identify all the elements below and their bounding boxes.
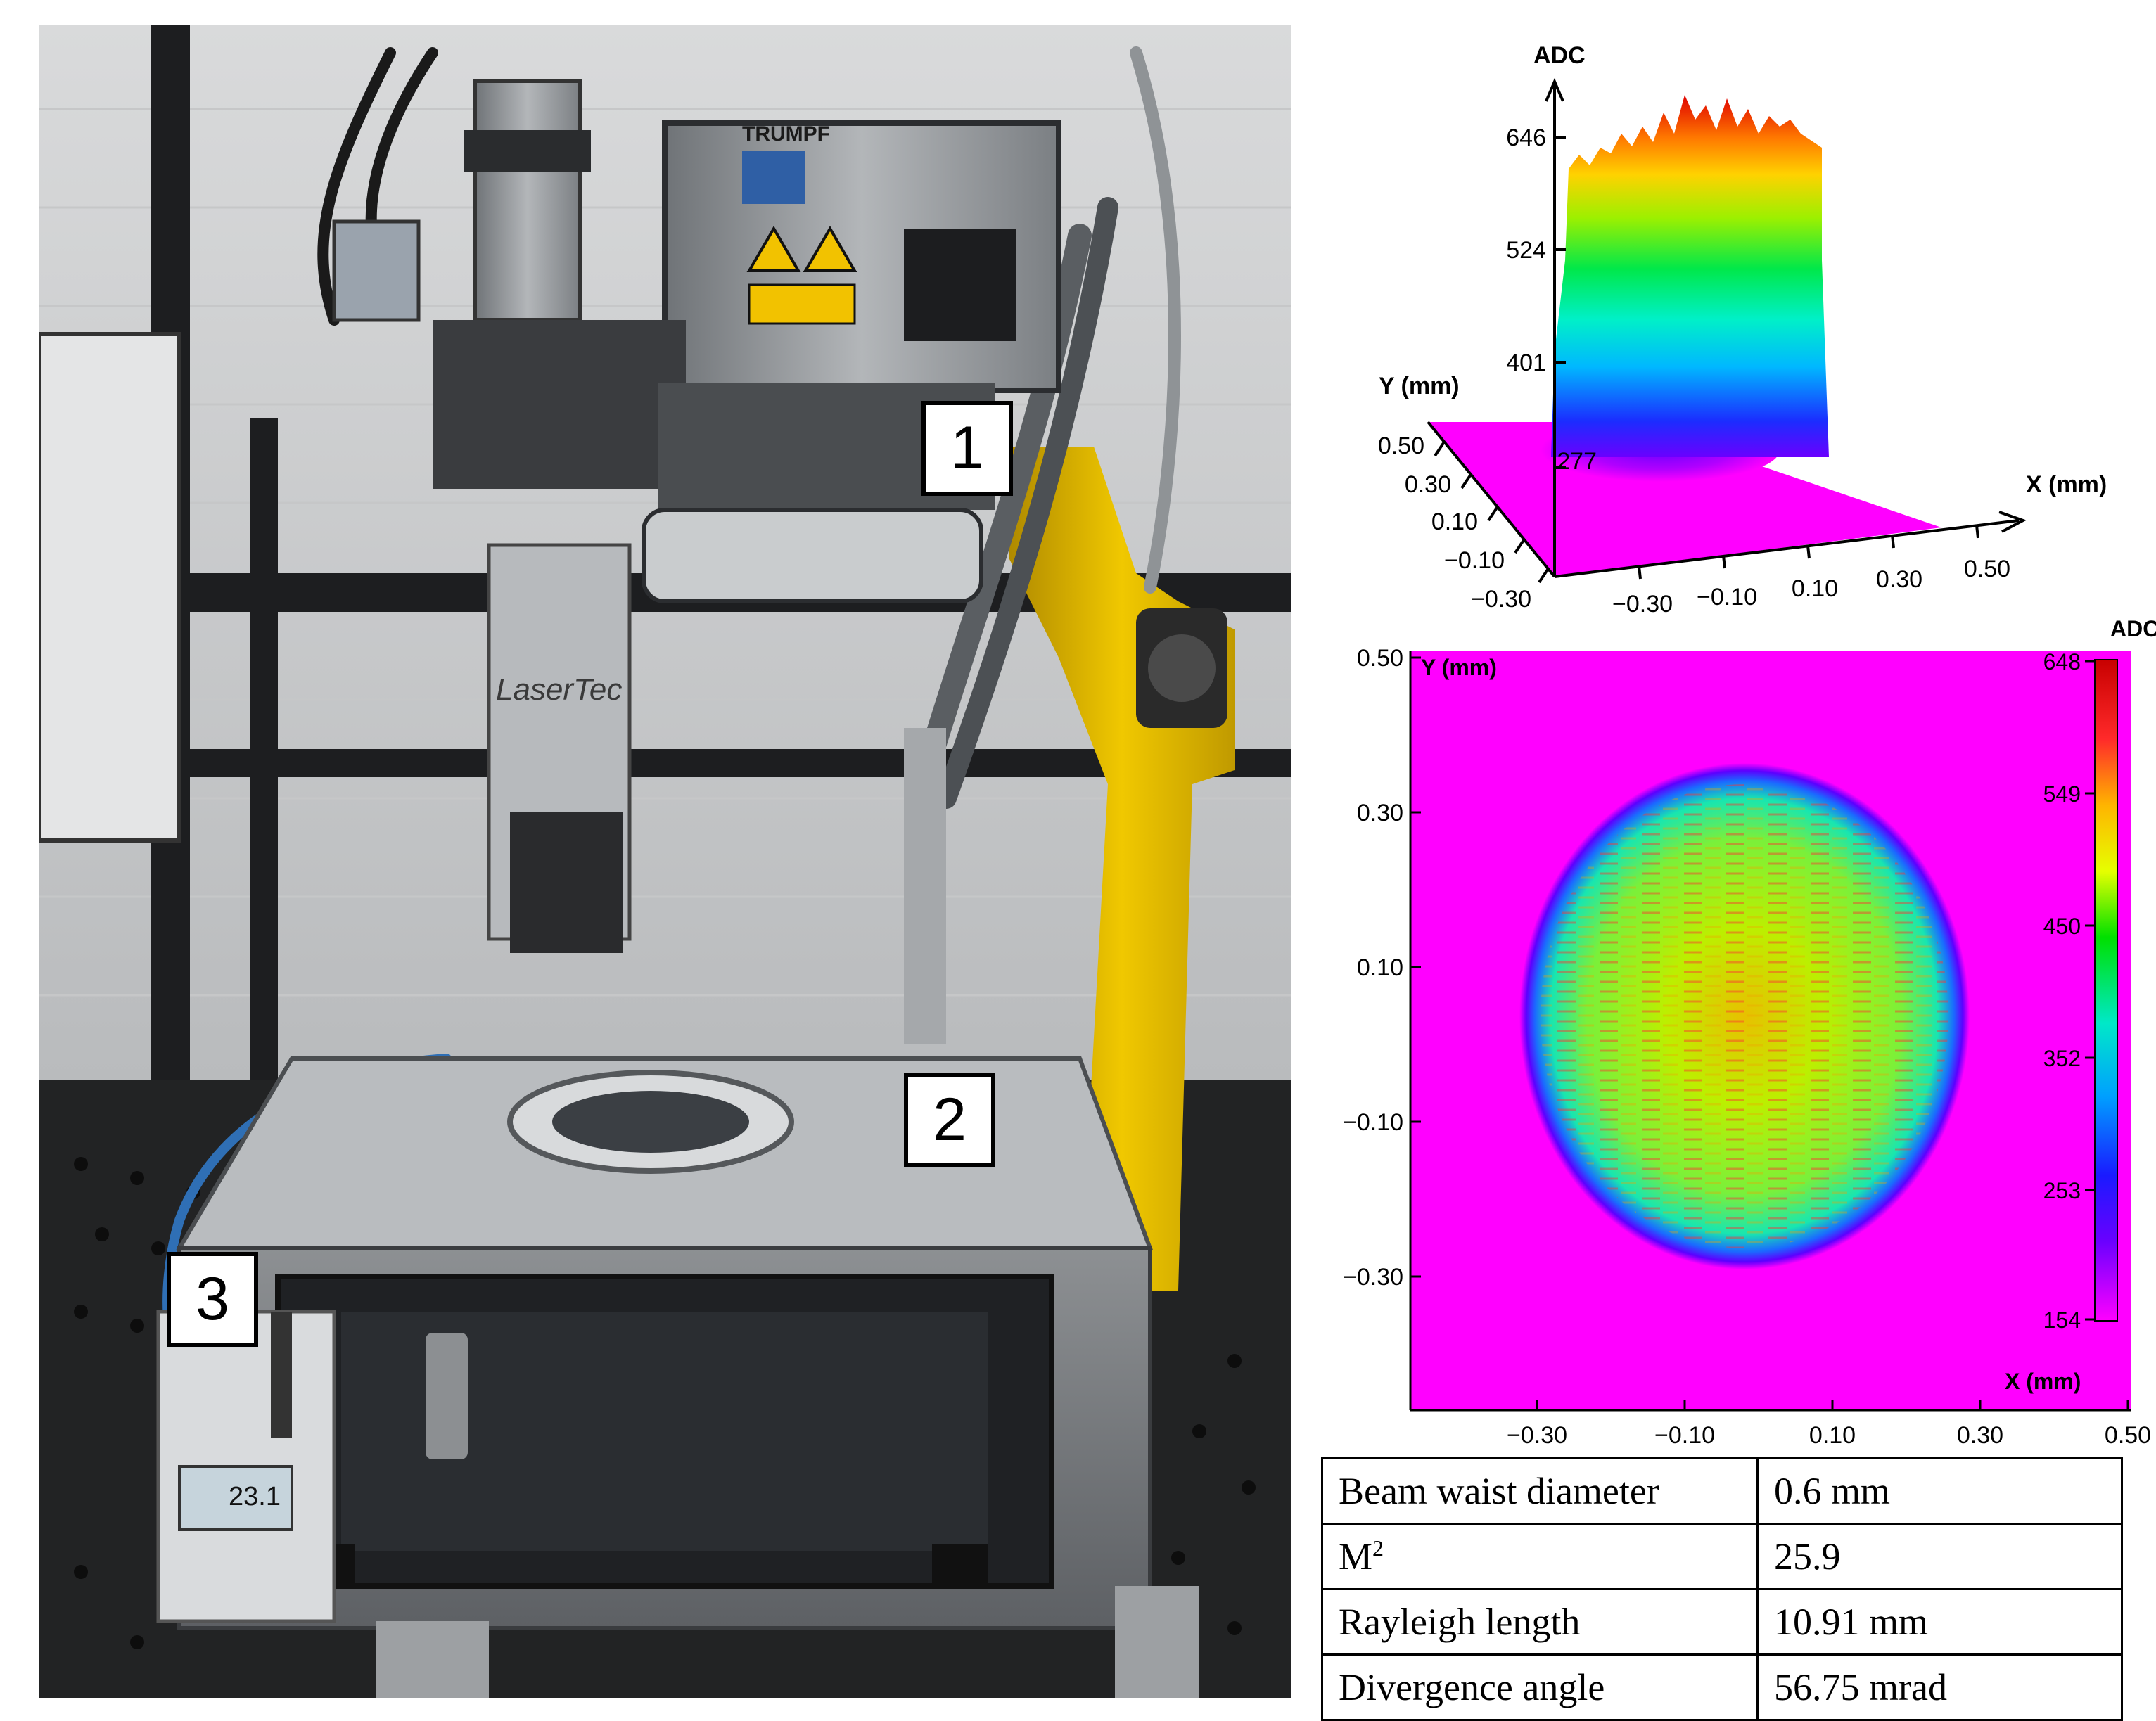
z-ticks (1555, 136, 1566, 469)
y-axis-label: Y (mm) (1379, 373, 1460, 399)
table-cell-value: 10.91 mm (1756, 1588, 2123, 1656)
heatmap-x-tick-label: 0.30 (1957, 1422, 2003, 1449)
y-tick-label: 0.30 (1405, 471, 1451, 498)
heatmap-y-ticks (1410, 656, 1421, 1278)
x-axis-line (1554, 519, 2020, 578)
callout-2-label: 2 (933, 1086, 967, 1153)
callout-1: 1 (921, 401, 1013, 496)
x-tick-label: −0.30 (1612, 591, 1673, 618)
table-cell-label: M2 (1321, 1523, 1759, 1590)
z-tick-label: 646 (1506, 124, 1546, 151)
beam-parameters-table: Beam waist diameter 0.6 mm M2 25.9 Rayle… (1321, 1457, 2123, 1721)
table-cell-label: Divergence angle (1321, 1653, 1759, 1721)
heatmap-x-tick-label: −0.10 (1654, 1422, 1715, 1449)
colorbar-label: ADC (2110, 616, 2156, 641)
x-axis-label: X (mm) (2026, 471, 2107, 498)
callout-1-label: 1 (950, 414, 984, 482)
rayleigh-length-label: Rayleigh length (1339, 1601, 1581, 1643)
y-tick-label: 0.10 (1431, 508, 1478, 535)
y-axis-line (1427, 421, 1556, 578)
x-tick-label: 0.10 (1792, 575, 1838, 602)
heatmap-y-tick-label: 0.10 (1357, 954, 1403, 981)
sensor-readout: 23.1 (229, 1482, 281, 1511)
heatmap-y-tick-label: −0.30 (1343, 1264, 1403, 1291)
brand-label: TRUMPF (742, 122, 830, 146)
colorbar-tick-label: 253 (2043, 1178, 2081, 1203)
setup-photo: TRUMPF LaserTec 23.1 (39, 25, 1291, 1698)
y-tick-label: −0.30 (1471, 586, 1531, 613)
z-tick-label: 524 (1506, 237, 1546, 264)
heatmap-plot: 0.50 0.30 0.10 −0.10 −0.30 −0.30 −0.10 0… (1301, 605, 2156, 1449)
surface-plot-svg: ADC Y (mm) X (mm) 646 524 401 277 0.50 0… (1378, 42, 2107, 618)
table-cell-value: 56.75 mrad (1756, 1653, 2123, 1721)
heatmap-beam-streaks (1541, 784, 1948, 1248)
beam-waist-label: Beam waist diameter (1339, 1470, 1659, 1512)
lasertec-logo: LaserTec (496, 672, 622, 707)
heatmap-x-label: X (mm) (2005, 1369, 2081, 1394)
y-tick-label: 0.50 (1378, 433, 1424, 459)
x-ticks (1638, 525, 1979, 580)
table-cell-value: 25.9 (1756, 1523, 2123, 1590)
x-tick-label: 0.50 (1964, 556, 2010, 582)
m-squared-label: M (1339, 1535, 1373, 1578)
colorbar (2094, 659, 2118, 1322)
heatmap-x-ticks (1536, 1400, 2129, 1410)
table-row: Beam waist diameter 0.6 mm (1321, 1457, 2123, 1525)
heatmap-x-tick-label: 0.10 (1809, 1422, 1856, 1449)
table-row: Divergence angle 56.75 mrad (1321, 1653, 2123, 1721)
callout-2: 2 (904, 1073, 995, 1167)
colorbar-tick-label: 648 (2043, 649, 2081, 674)
z-tick-label: 277 (1557, 448, 1597, 475)
colorbar-tick-label: 154 (2043, 1307, 2081, 1333)
heatmap-y-label: Y (mm) (1421, 655, 1497, 680)
heatmap-y-tick-label: 0.30 (1357, 800, 1403, 826)
colorbar-tick-label: 549 (2043, 781, 2081, 807)
colorbar-ticks (2085, 660, 2095, 1321)
heatmap-y-tick-label: −0.10 (1343, 1109, 1403, 1136)
x-axis-arrow (1998, 511, 2027, 533)
y-tick-label: −0.10 (1444, 547, 1505, 574)
m-squared-superscript: 2 (1372, 1535, 1384, 1561)
heatmap-x-tick-label: −0.30 (1507, 1422, 1567, 1449)
heatmap-plot-svg: 0.50 0.30 0.10 −0.10 −0.30 −0.30 −0.10 0… (1343, 616, 2156, 1449)
heatmap-y-tick-label: 0.50 (1357, 645, 1403, 672)
z-tick-label: 401 (1506, 350, 1546, 376)
table-cell-label: Beam waist diameter (1321, 1457, 1759, 1525)
y-ticks (1434, 442, 1549, 584)
table-row: Rayleigh length 10.91 mm (1321, 1588, 2123, 1656)
z-axis-label: ADC (1533, 42, 1586, 69)
surface-peak (1551, 95, 1829, 457)
callout-3: 3 (167, 1252, 258, 1347)
setup-photo-illustration: TRUMPF LaserTec 23.1 (39, 25, 1291, 1698)
x-tick-label: 0.30 (1876, 566, 1922, 593)
z-axis-arrow (1545, 77, 1564, 102)
divergence-angle-label: Divergence angle (1339, 1666, 1605, 1708)
table-cell-value: 0.6 mm (1756, 1457, 2123, 1525)
table-row: M2 25.9 (1321, 1523, 2123, 1590)
table-cell-label: Rayleigh length (1321, 1588, 1759, 1656)
colorbar-tick-label: 450 (2043, 914, 2081, 939)
callout-3-label: 3 (196, 1265, 229, 1333)
heatmap-x-tick-label: 0.50 (2105, 1422, 2151, 1449)
surface-plot: ADC Y (mm) X (mm) 646 524 401 277 0.50 0… (1322, 28, 2156, 647)
colorbar-tick-label: 352 (2043, 1046, 2081, 1071)
x-tick-label: −0.10 (1697, 584, 1757, 610)
